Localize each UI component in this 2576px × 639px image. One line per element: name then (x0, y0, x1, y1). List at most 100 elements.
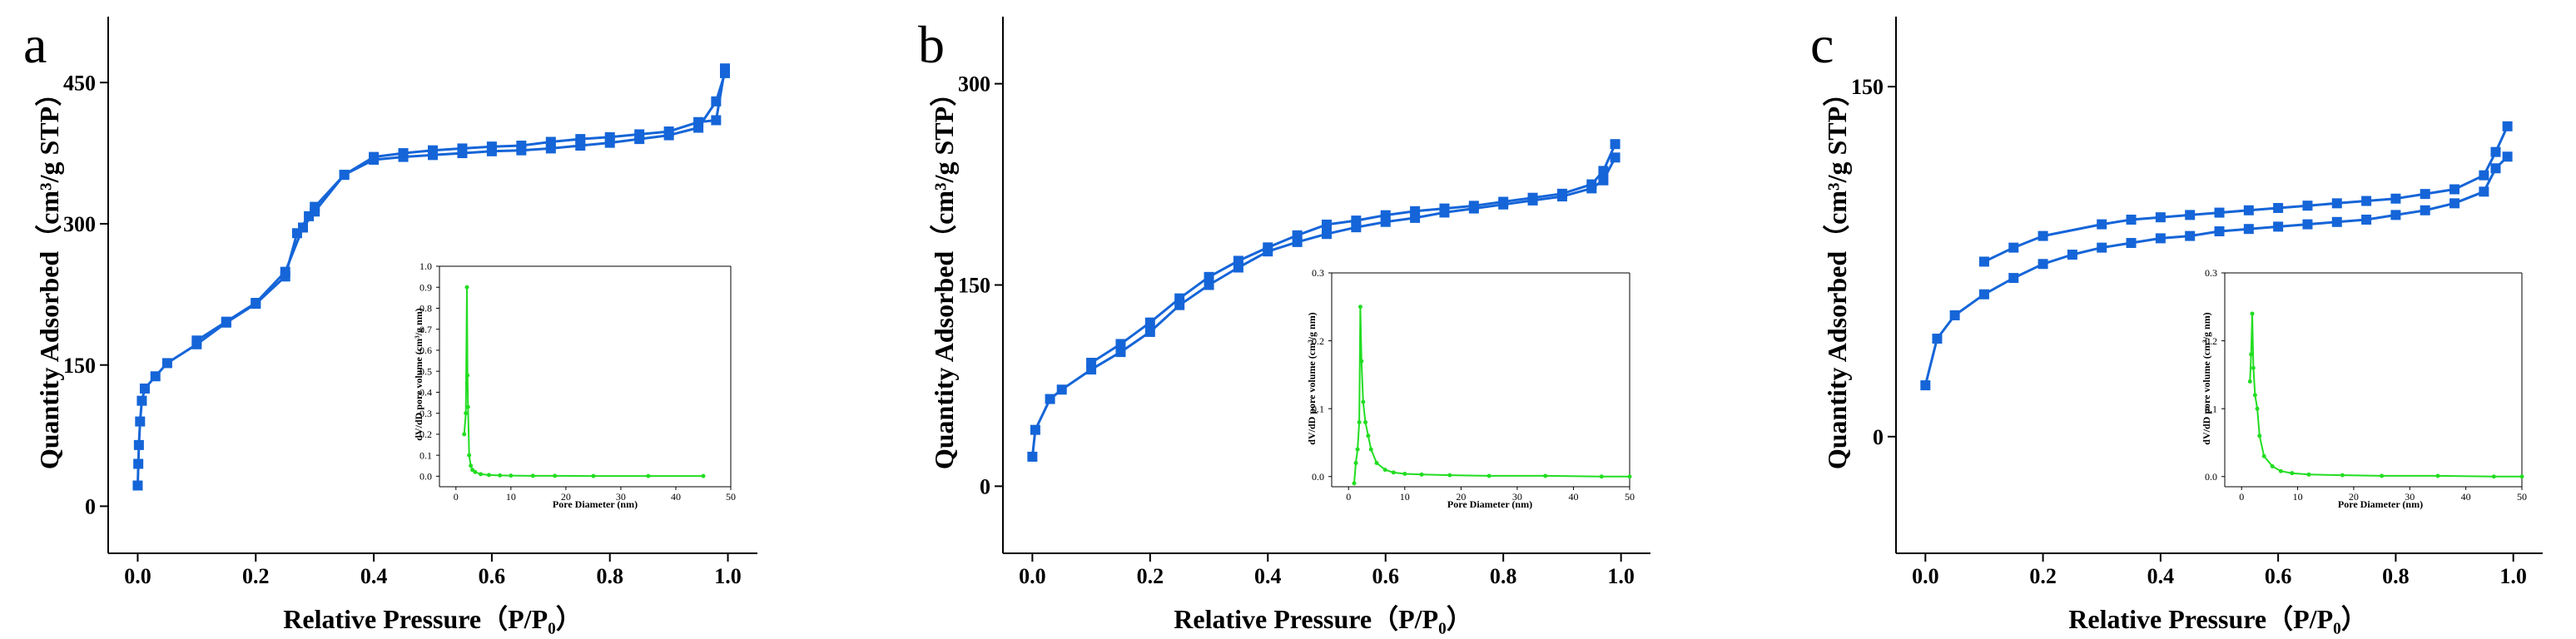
data-point-desorption (2302, 201, 2313, 211)
x-axis-title: Relative Pressure（P/P₀） (283, 604, 582, 634)
data-point-desorption (711, 115, 722, 126)
data-point-desorption (339, 170, 350, 181)
inset-data-point (646, 473, 651, 478)
data-point-desorption (1410, 206, 1421, 216)
data-point-adsorption (2449, 198, 2460, 209)
data-point-adsorption (2302, 219, 2313, 230)
data-point-desorption (1204, 271, 1214, 282)
inset-data-point (1391, 470, 1396, 475)
data-point-desorption (2037, 230, 2048, 241)
x-tick-label: 0.6 (479, 564, 506, 588)
y-axis-title: Quantity Adsorbed（cm³/g STP） (34, 80, 64, 469)
y-tick-label: 0.5 (419, 365, 432, 377)
x-tick-label: 0.8 (2382, 564, 2410, 588)
data-point-desorption (2008, 242, 2019, 253)
y-tick-label: 0 (1873, 425, 1884, 449)
inset-data-point (1487, 473, 1491, 478)
data-point-desorption (191, 335, 202, 346)
inset-data-point (479, 472, 484, 477)
inset-data-point (464, 411, 469, 416)
inset-background (1332, 273, 1630, 487)
data-point-adsorption (2214, 226, 2225, 236)
data-point-adsorption (2479, 186, 2489, 197)
data-point-desorption (1351, 215, 1362, 226)
data-point-desorption (1527, 192, 1538, 203)
y-axis-title: Quantity Adsorbed（cm³/g STP） (929, 80, 959, 469)
data-point-desorption (2502, 121, 2513, 131)
y-tick-label: 0.2 (1312, 335, 1324, 347)
inset-data-point (1627, 474, 1632, 479)
inset-data-point (467, 453, 472, 458)
data-point-desorption (1380, 210, 1391, 220)
inset-data-point (469, 463, 474, 468)
data-point-desorption (1292, 230, 1303, 240)
inset-data-point (1357, 419, 1362, 424)
y-tick-label: 150 (958, 274, 990, 298)
x-tick-label: 0.2 (1137, 564, 1164, 588)
data-point-adsorption (2331, 216, 2342, 227)
data-point-desorption (457, 143, 468, 154)
x-tick-label: 0.8 (596, 564, 623, 588)
y-tick-label: 0.4 (419, 387, 432, 399)
data-point-adsorption (2185, 230, 2196, 241)
inset-data-point (473, 469, 478, 474)
x-tick-label: 0.2 (242, 564, 270, 588)
pore-size-inset: dV/dD pore volume (cm³/g nm) Pore Diamet… (413, 260, 736, 510)
inset-y-axis-title: dV/dD pore volume (cm³/g nm) (2201, 312, 2212, 444)
inset-data-point (530, 473, 535, 478)
data-point-desorption (2214, 207, 2225, 218)
x-tick-label: 0.6 (1372, 564, 1399, 588)
data-point-desorption (1498, 196, 1509, 207)
inset-data-point (486, 473, 491, 478)
data-point-desorption (2155, 212, 2166, 223)
x-axis-title: Relative Pressure（P/P₀） (2068, 604, 2367, 634)
inset-data-point (1366, 433, 1371, 438)
pore-size-inset: dV/dD pore volume (cm³/g nm) Pore Diamet… (1306, 267, 1635, 510)
x-tick-label: 20 (1456, 491, 1466, 503)
data-point-adsorption (133, 458, 144, 469)
x-tick-label: 0.4 (360, 564, 388, 588)
y-tick-label: 0.3 (1312, 267, 1324, 279)
inset-data-point (1382, 468, 1387, 473)
inset-data-point (1419, 472, 1424, 477)
inset-background (2225, 273, 2522, 487)
inset-data-point (591, 473, 596, 478)
x-tick-label: 0 (2239, 491, 2244, 503)
x-tick-label: 50 (726, 491, 736, 503)
panel-label: c (1810, 15, 1834, 74)
inset-data-point (1353, 460, 1358, 465)
inset-data-point (2270, 464, 2275, 469)
data-point-adsorption (132, 480, 143, 491)
data-point-adsorption (2502, 151, 2513, 162)
inset-data-point (498, 473, 503, 478)
y-tick-label: 450 (63, 71, 96, 95)
data-point-desorption (516, 141, 527, 151)
y-tick-label: 0.8 (419, 303, 432, 315)
data-point-adsorption (2273, 221, 2284, 232)
x-tick-label: 50 (1625, 491, 1635, 503)
data-point-adsorption (304, 211, 315, 221)
y-tick-label: 0.0 (1312, 471, 1324, 483)
inset-data-point (1355, 447, 1360, 452)
data-point-adsorption (2097, 242, 2107, 253)
data-point-desorption (545, 136, 556, 147)
x-tick-label: 1.0 (1607, 564, 1635, 588)
data-point-adsorption (2490, 163, 2501, 174)
data-point-desorption (2185, 210, 2196, 220)
inset-data-point (2261, 453, 2266, 458)
data-point-adsorption (1932, 334, 1943, 344)
x-tick-label: 0.8 (1490, 564, 1517, 588)
x-tick-label: 0.0 (124, 564, 151, 588)
inset-data-point (1368, 447, 1373, 452)
panel-b: b Quantity Adsorbed（cm³/g STP） Relative … (918, 15, 1650, 634)
data-point-adsorption (2420, 205, 2430, 215)
y-tick-label: 0.1 (2205, 403, 2217, 414)
x-tick-label: 30 (1512, 491, 1522, 503)
inset-x-axis-title: Pore Diameter (nm) (1447, 498, 1532, 510)
data-point-adsorption (2008, 273, 2019, 284)
x-tick-label: 50 (2517, 491, 2527, 503)
y-tick-label: 0.7 (419, 324, 432, 335)
inset-data-point (464, 285, 469, 290)
x-tick-label: 10 (1400, 491, 1410, 503)
